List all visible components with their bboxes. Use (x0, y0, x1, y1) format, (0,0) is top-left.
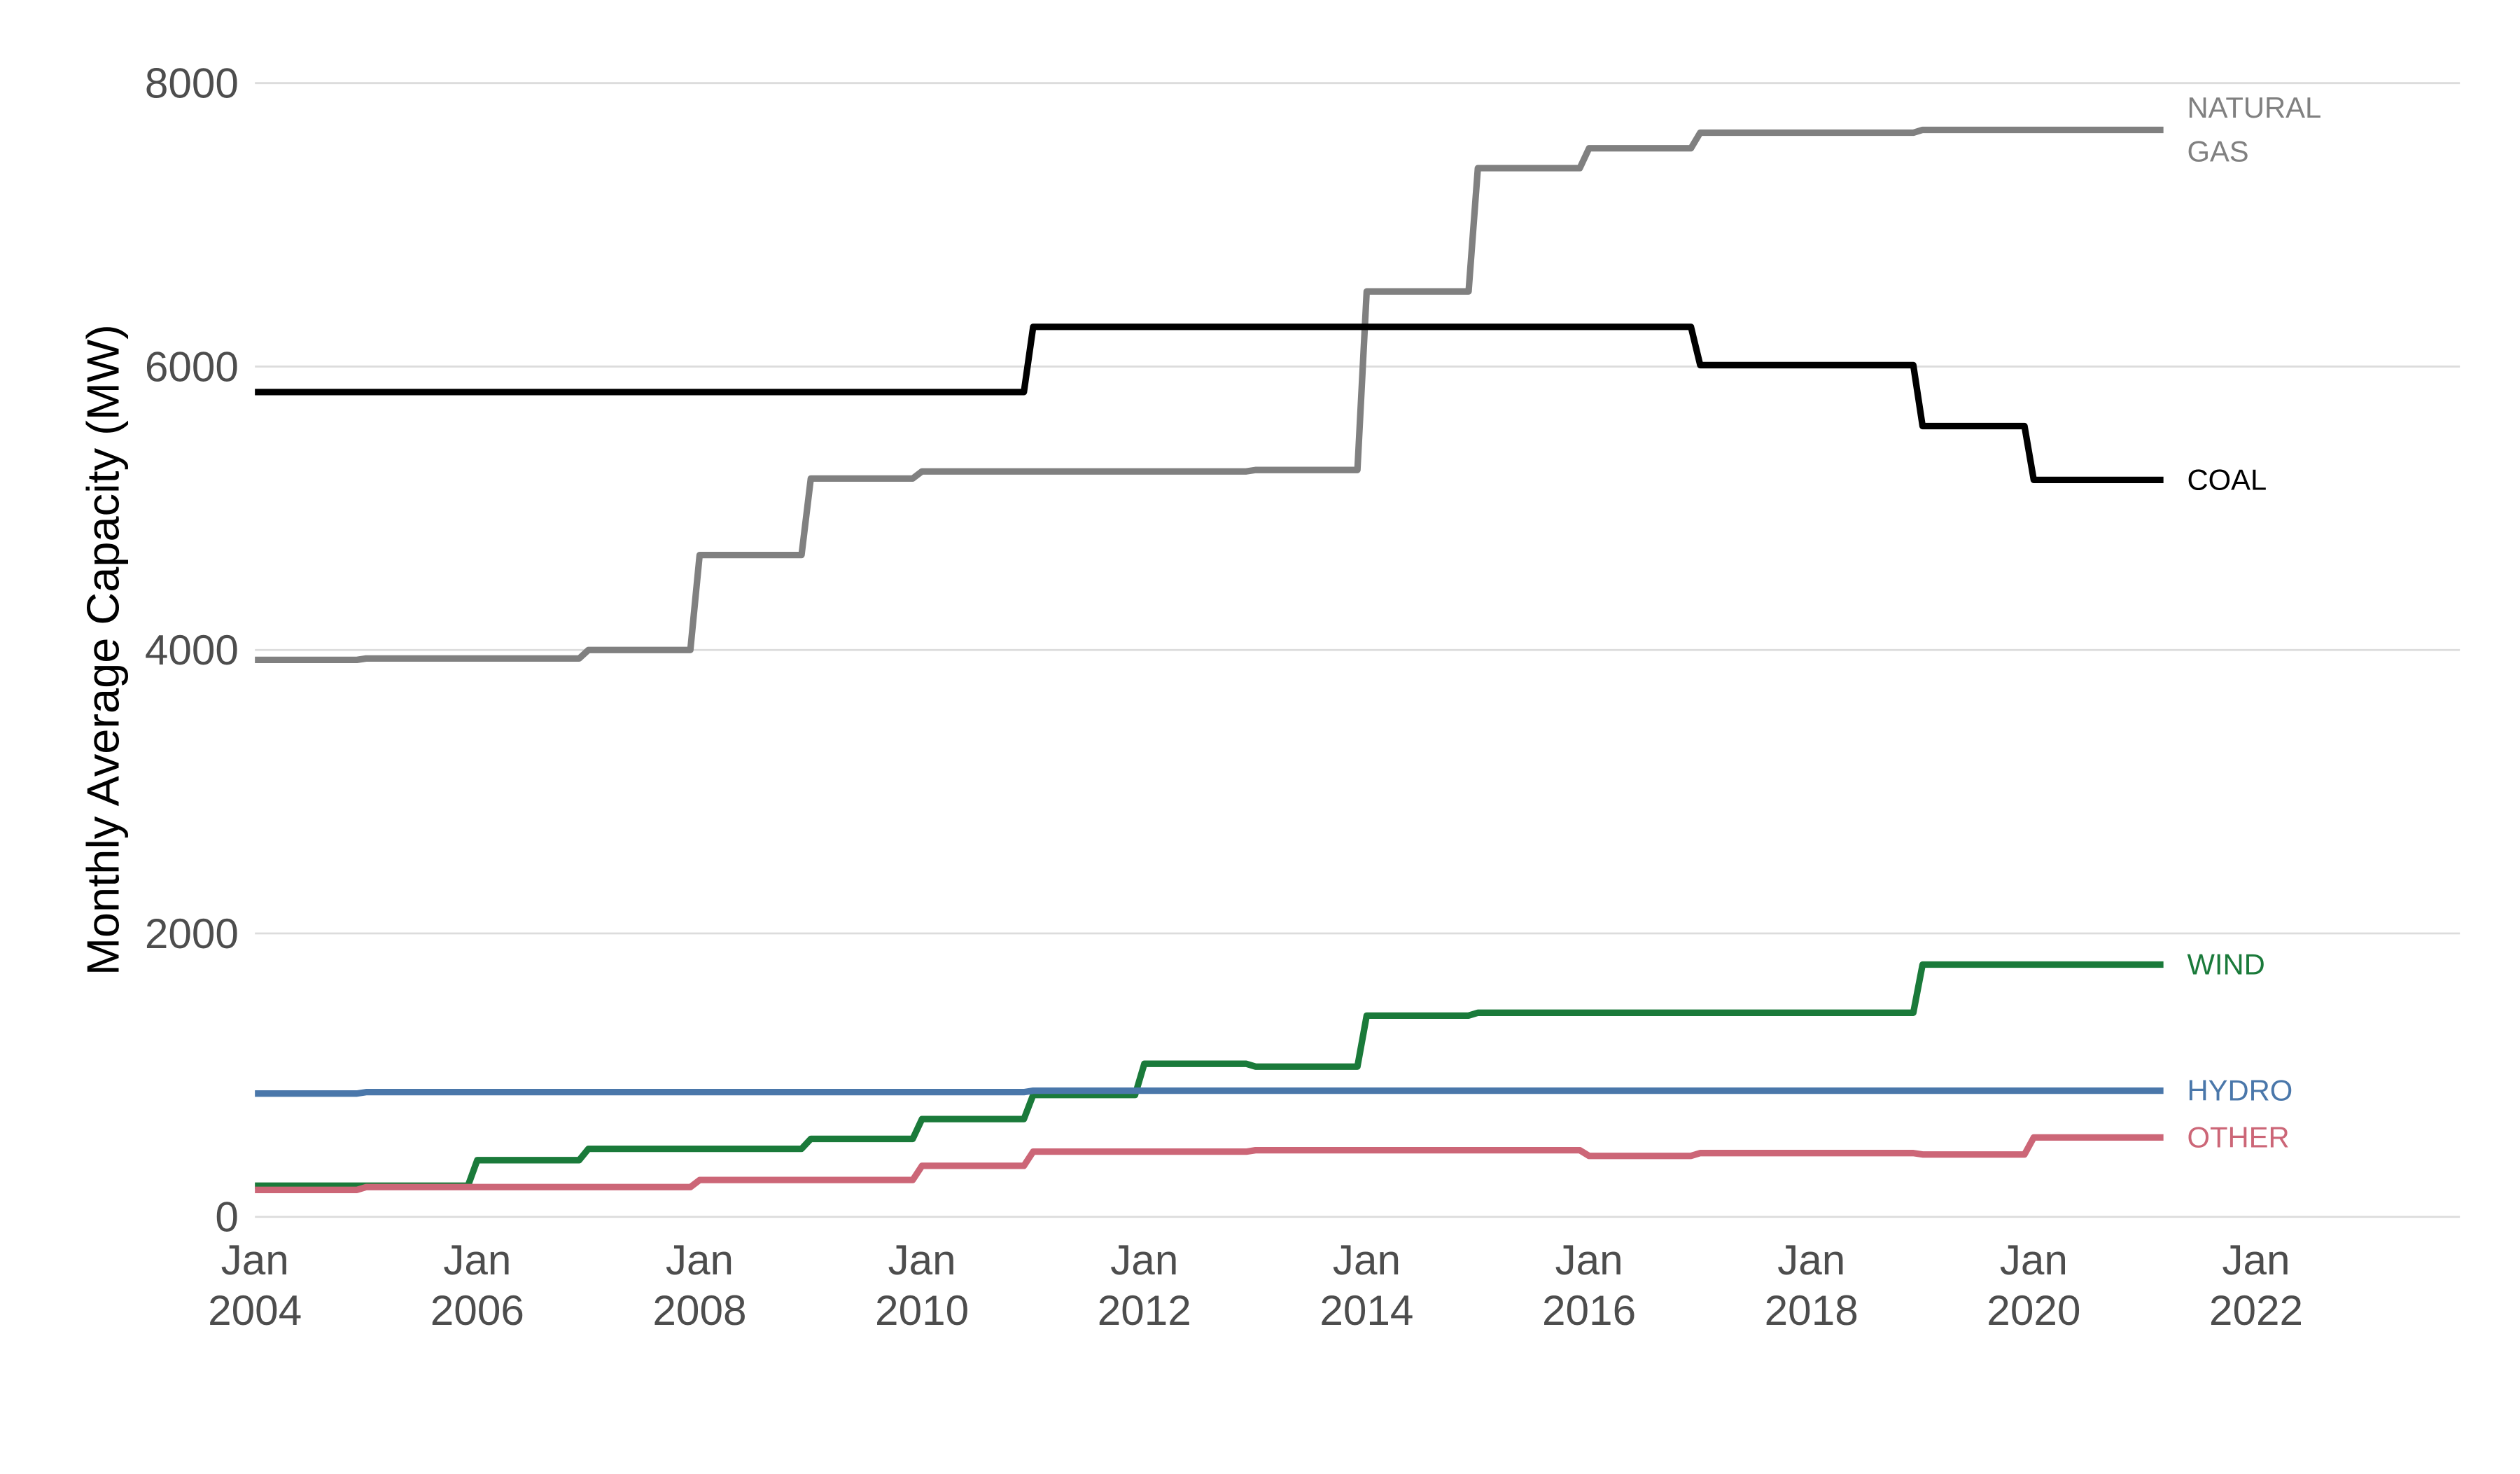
x-tick-label: Jan 2020 (1987, 1236, 2080, 1334)
x-tick-label: Jan 2010 (875, 1236, 969, 1334)
series-label: WIND (2187, 947, 2264, 980)
y-axis-title: Monthly Average Capacity (MW) (77, 324, 128, 975)
x-tick-label: Jan 2014 (1320, 1236, 1413, 1334)
series-line (255, 324, 2164, 484)
x-tick-label: Jan 2018 (1765, 1236, 1858, 1334)
series-line (255, 126, 2164, 664)
y-tick-label: 2000 (145, 910, 239, 957)
series-line (255, 1134, 2164, 1193)
y-tick-label: 4000 (145, 626, 239, 674)
series-label: NATURAL GAS (2187, 91, 2321, 168)
x-tick-label: Jan 2008 (652, 1236, 746, 1334)
y-tick-label: 8000 (145, 60, 239, 107)
series-label: OTHER (2187, 1120, 2289, 1153)
series-line (255, 961, 2164, 1189)
series-label: COAL (2187, 463, 2267, 496)
x-tick-label: Jan 2012 (1098, 1236, 1191, 1334)
series-label: HYDRO (2187, 1074, 2292, 1107)
x-tick-label: Jan 2022 (2209, 1236, 2303, 1334)
x-tick-label: Jan 2006 (430, 1236, 524, 1334)
y-tick-label: 6000 (145, 342, 239, 390)
x-tick-label: Jan 2016 (1542, 1236, 1636, 1334)
series-line (255, 1087, 2164, 1097)
y-tick-label: 0 (215, 1193, 239, 1241)
x-tick-label: Jan 2004 (208, 1236, 302, 1334)
